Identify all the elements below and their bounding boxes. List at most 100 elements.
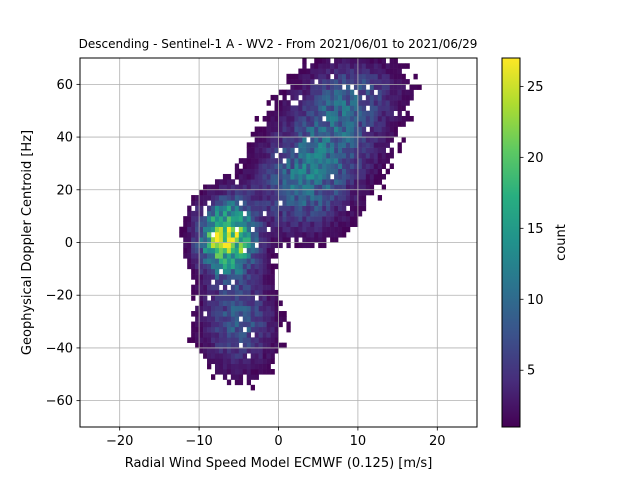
heatmap-cell	[222, 226, 228, 233]
heatmap-cell	[326, 121, 331, 127]
heatmap-cell	[334, 142, 339, 148]
heatmap-cell	[262, 295, 267, 301]
heatmap-cell	[270, 279, 275, 285]
heatmap-cell	[246, 332, 252, 338]
heatmap-cell	[318, 63, 323, 69]
heatmap-cell	[373, 73, 379, 80]
heatmap-cell	[226, 231, 232, 238]
heatmap-cell	[222, 358, 228, 365]
heatmap-cell	[381, 158, 386, 164]
heatmap-cell	[230, 347, 236, 354]
heatmap-cell	[389, 163, 394, 169]
heatmap-cell	[286, 321, 291, 328]
heatmap-cell	[322, 168, 327, 175]
heatmap-cell	[234, 189, 240, 196]
heatmap-cell	[385, 89, 390, 96]
heatmap-cell	[357, 210, 363, 217]
heatmap-cell	[302, 110, 307, 117]
heatmap-cell	[286, 110, 291, 117]
heatmap-cell	[389, 115, 394, 122]
heatmap-cell	[274, 100, 279, 106]
heatmap-cell	[282, 210, 287, 217]
heatmap-cell	[207, 258, 212, 264]
heatmap-cell	[381, 152, 386, 159]
heatmap-cell	[314, 126, 319, 133]
heatmap-cell	[199, 316, 204, 322]
heatmap-cell	[405, 115, 410, 122]
heatmap-cell	[187, 337, 192, 343]
colorbar-tick-label: 25	[527, 80, 544, 95]
heatmap-cell	[242, 316, 248, 322]
heatmap-cell	[345, 137, 351, 143]
heatmap-cell	[342, 216, 347, 222]
heatmap-cell	[258, 126, 263, 133]
heatmap-cell	[278, 152, 283, 159]
heatmap-cell	[234, 311, 240, 317]
heatmap-cell	[310, 168, 315, 175]
heatmap-cell	[389, 105, 394, 112]
heatmap-cell	[258, 163, 263, 169]
heatmap-cell	[294, 131, 299, 138]
heatmap-cell	[230, 342, 236, 349]
heatmap-cell	[342, 173, 347, 180]
heatmap-cell	[254, 173, 259, 180]
heatmap-cell	[274, 173, 279, 180]
heatmap-cell	[286, 242, 291, 249]
heatmap-cell	[286, 163, 291, 169]
heatmap-cell	[322, 137, 327, 143]
heatmap-cell	[306, 179, 311, 185]
heatmap-cell	[290, 179, 295, 185]
heatmap-cell	[294, 163, 299, 169]
heatmap-cell	[242, 321, 248, 328]
heatmap-cell	[357, 100, 363, 106]
heatmap-cell	[270, 152, 275, 159]
heatmap-cell	[377, 173, 383, 180]
heatmap-cell	[199, 210, 204, 217]
heatmap-cell	[266, 289, 271, 296]
heatmap-cell	[357, 168, 363, 175]
heatmap-cell	[258, 226, 263, 233]
heatmap-cell	[349, 100, 355, 106]
heatmap-cell	[274, 342, 279, 349]
heatmap-cell	[270, 284, 275, 291]
heatmap-cell	[369, 89, 375, 96]
heatmap-cell	[338, 105, 343, 112]
heatmap-cell	[318, 147, 323, 154]
heatmap-cell	[234, 379, 240, 386]
heatmap-cell	[254, 268, 259, 275]
heatmap-cell	[342, 100, 347, 106]
heatmap-cell	[199, 274, 204, 280]
heatmap-cell	[250, 173, 255, 180]
heatmap-cell	[345, 221, 351, 227]
heatmap-cell	[254, 284, 259, 291]
heatmap-cell	[369, 105, 375, 112]
heatmap-cell	[290, 84, 295, 90]
heatmap-cell	[298, 152, 303, 159]
heatmap-cell	[322, 89, 327, 96]
heatmap-cell	[310, 195, 315, 201]
heatmap-cell	[238, 258, 244, 264]
heatmap-cell	[211, 195, 216, 201]
heatmap-cell	[234, 258, 240, 264]
heatmap-cell	[302, 94, 307, 101]
heatmap-cell	[338, 210, 343, 217]
heatmap-cell	[306, 110, 311, 117]
heatmap-cell	[326, 94, 331, 101]
heatmap-cell	[282, 173, 287, 180]
heatmap-cell	[377, 115, 383, 122]
heatmap-cell	[345, 184, 351, 191]
heatmap-cell	[258, 179, 263, 185]
heatmap-cell	[318, 84, 323, 90]
heatmap-cell	[218, 337, 224, 343]
heatmap-cell	[357, 131, 363, 138]
heatmap-cell	[310, 205, 315, 212]
heatmap-cell	[203, 305, 208, 312]
heatmap-cell	[266, 221, 271, 227]
heatmap-cell	[222, 305, 228, 312]
heatmap-cell	[254, 195, 259, 201]
heatmap-cell	[322, 184, 327, 191]
heatmap-cell	[302, 84, 307, 90]
heatmap-cell	[195, 274, 200, 280]
heatmap-cell	[373, 163, 379, 169]
heatmap-cell	[226, 200, 232, 206]
